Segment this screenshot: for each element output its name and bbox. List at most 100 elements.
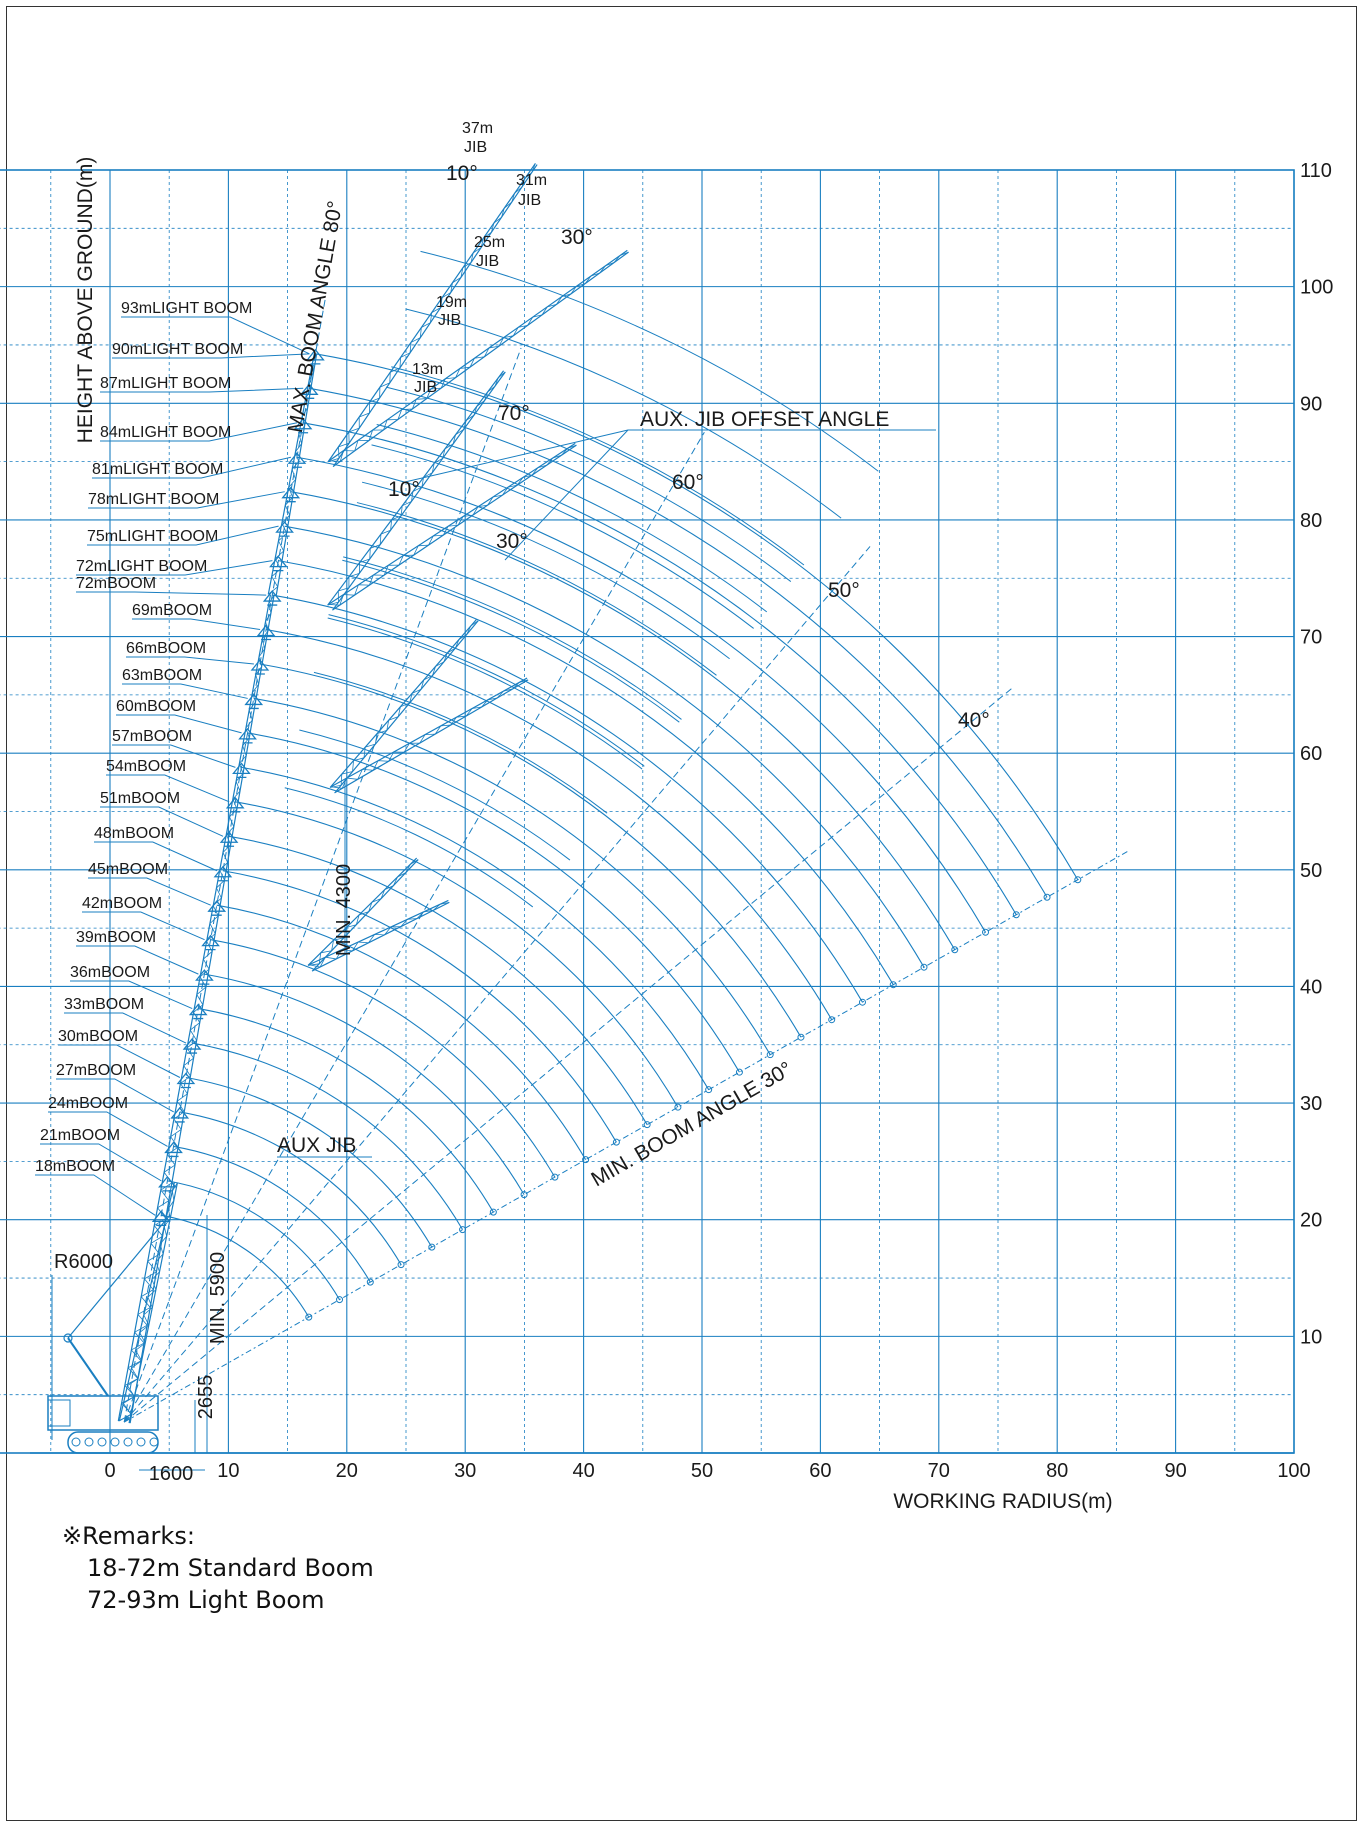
boom-head-75 bbox=[269, 555, 288, 572]
boom-lacing bbox=[318, 952, 322, 964]
boom-lacing bbox=[141, 1289, 154, 1297]
boom-lacing bbox=[372, 760, 379, 771]
boom-lacing bbox=[435, 661, 445, 667]
boom-lacing bbox=[440, 378, 446, 389]
y-tick-label: 80 bbox=[1300, 510, 1322, 532]
min-angle-marker bbox=[489, 1208, 497, 1216]
boom-chord bbox=[334, 679, 529, 794]
boom-lacing bbox=[143, 1307, 153, 1316]
boom-label-leader bbox=[56, 1078, 174, 1113]
boom-lacing bbox=[258, 656, 263, 667]
boom-lacing bbox=[561, 293, 571, 297]
boom-lacing bbox=[511, 193, 516, 203]
dim-1600-label: 1600 bbox=[149, 1463, 194, 1485]
boom-lacing bbox=[298, 433, 303, 444]
boom-lacing bbox=[459, 366, 471, 369]
remarks-title: ※Remarks: bbox=[62, 1522, 195, 1550]
boom-head-60 bbox=[238, 727, 257, 744]
boom-lacing bbox=[476, 400, 485, 407]
min-angle-marker bbox=[797, 1033, 805, 1041]
boom-label-leader bbox=[122, 683, 248, 699]
boom-lacing bbox=[481, 699, 489, 708]
boom-lacing bbox=[278, 540, 285, 552]
boom-label: 42mBOOM bbox=[82, 895, 162, 912]
angle-label-10-top: 10° bbox=[446, 162, 478, 185]
boom-arc-54 bbox=[235, 801, 679, 1108]
boom-lacing bbox=[151, 1271, 160, 1280]
boom-lacing bbox=[460, 267, 464, 278]
boom-label: 27mBOOM bbox=[56, 1062, 136, 1079]
boom-arc-30 bbox=[185, 1076, 433, 1248]
boom-label: 54mBOOM bbox=[106, 758, 186, 775]
boom-lacing bbox=[613, 255, 621, 263]
boom-lacing bbox=[407, 918, 418, 920]
boom-label-leader bbox=[100, 422, 298, 442]
min-angle-marker bbox=[305, 1313, 313, 1321]
boom-lacing bbox=[447, 647, 456, 654]
boom-lacing bbox=[305, 398, 309, 408]
boom-lacing bbox=[452, 434, 456, 445]
dim-2655-label: 2655 bbox=[195, 1375, 217, 1420]
boom-head-63 bbox=[244, 693, 264, 710]
boom-lacing bbox=[405, 864, 411, 873]
boom-label: 48mBOOM bbox=[94, 825, 174, 842]
y-tick-label: 40 bbox=[1300, 976, 1322, 998]
boom-head-69 bbox=[256, 624, 276, 641]
boom-label-leader bbox=[106, 774, 230, 803]
boom-lacing bbox=[567, 444, 577, 449]
grid bbox=[0, 169, 1295, 1454]
jib-label-19m-line: 19m bbox=[436, 294, 467, 311]
boom-lacing bbox=[348, 427, 360, 433]
boom-lacing bbox=[131, 1367, 139, 1379]
boom-lacing bbox=[340, 774, 343, 786]
jib-sketch bbox=[330, 677, 529, 794]
boom-lacing bbox=[397, 706, 401, 717]
boom-lacing bbox=[171, 1190, 175, 1201]
jib-arc bbox=[313, 671, 608, 814]
boom-lacing bbox=[519, 679, 529, 683]
boom-lacing bbox=[487, 386, 496, 393]
boom-lacing bbox=[235, 781, 241, 792]
boom-lacing bbox=[346, 924, 357, 928]
boom-chord bbox=[312, 859, 419, 971]
boom-lacing bbox=[441, 292, 451, 299]
boom-lacing bbox=[371, 898, 382, 903]
boom-lacing bbox=[401, 408, 413, 410]
boom-lacing bbox=[176, 1100, 185, 1112]
boom-chord bbox=[332, 371, 506, 610]
boom-lacing bbox=[338, 587, 350, 592]
boom-lacing bbox=[379, 534, 382, 545]
boom-chord bbox=[328, 249, 628, 462]
boom-arc-39 bbox=[204, 973, 525, 1195]
boom-lacing bbox=[402, 501, 412, 507]
boom-head-54 bbox=[225, 796, 245, 813]
boom-lacing bbox=[137, 1307, 151, 1315]
boom-label: 66mBOOM bbox=[126, 640, 206, 657]
boom-lacing bbox=[420, 679, 425, 690]
boom-lacing bbox=[512, 682, 520, 690]
boom-lacing bbox=[139, 1324, 150, 1333]
boom-lacing bbox=[338, 442, 350, 448]
min-5900-label: MIN. 5900 bbox=[207, 1252, 229, 1344]
boom-lacing bbox=[503, 335, 514, 339]
boom-lacing bbox=[176, 1093, 188, 1102]
boom-lacing bbox=[507, 484, 518, 488]
boom-label-leader bbox=[132, 618, 261, 631]
boom-lacing bbox=[183, 1065, 191, 1077]
boom-lacing bbox=[466, 625, 472, 635]
boom-lacing bbox=[295, 443, 302, 452]
boom-lacing bbox=[488, 345, 499, 349]
jib-label-19m-jib: JIB bbox=[438, 312, 461, 329]
boom-lacing bbox=[258, 648, 266, 658]
boom-angle-lines bbox=[123, 296, 1130, 1423]
boom-lacing bbox=[416, 398, 427, 400]
boom-lacing bbox=[403, 743, 410, 753]
boom-lacing bbox=[301, 407, 308, 417]
boom-labels: 18mBOOM 21mBOOM 24mBOOM 27mBOOM 30mBOOM 33mBO… bbox=[35, 300, 936, 1216]
boom-lacing bbox=[368, 429, 373, 441]
boom-head-48 bbox=[213, 865, 233, 882]
boom-arcs bbox=[161, 353, 1079, 1318]
boom-lacing bbox=[397, 872, 406, 878]
boom-lacing bbox=[527, 316, 534, 326]
